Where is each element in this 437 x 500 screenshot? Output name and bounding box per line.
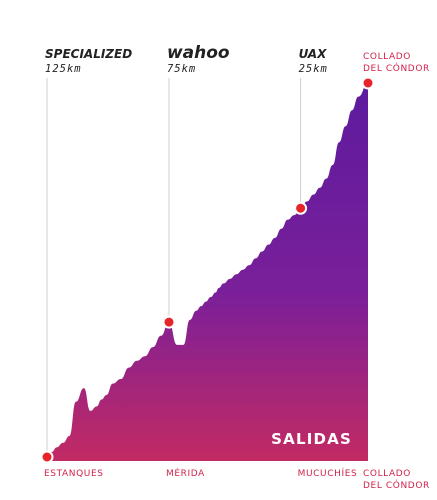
stop-label-3-line-0: COLLADO [363, 469, 411, 479]
sponsor-distance-1: 75km [167, 63, 196, 75]
stop-label-2-line-0: MUCUCHÍES [298, 467, 358, 479]
stop-marker-3 [361, 76, 375, 90]
stop-label-0-line-0: ESTANQUES [44, 469, 104, 479]
sponsor-name-2: UAX [299, 47, 327, 61]
summit-label-line-1: DEL CÓNDOR [363, 62, 430, 74]
elevation-area [47, 83, 368, 461]
stop-marker-2 [294, 201, 308, 215]
sponsor-distance-2: 25km [299, 63, 328, 75]
sponsor-name-1: wahoo [167, 43, 230, 63]
stop-markers [40, 76, 375, 464]
sponsor-name-0: SPECIALIZED [45, 47, 132, 61]
stop-label-1-line-0: MÉRIDA [166, 467, 205, 479]
salidas-stamp: SALIDAS [271, 430, 352, 448]
stop-marker-0 [40, 450, 54, 464]
sponsor-distance-0: 125km [45, 63, 82, 75]
stop-marker-1 [162, 315, 176, 329]
summit-label-line-0: COLLADO [363, 52, 411, 62]
stop-label-3-line-1: DEL CÓNDOR [363, 479, 430, 491]
